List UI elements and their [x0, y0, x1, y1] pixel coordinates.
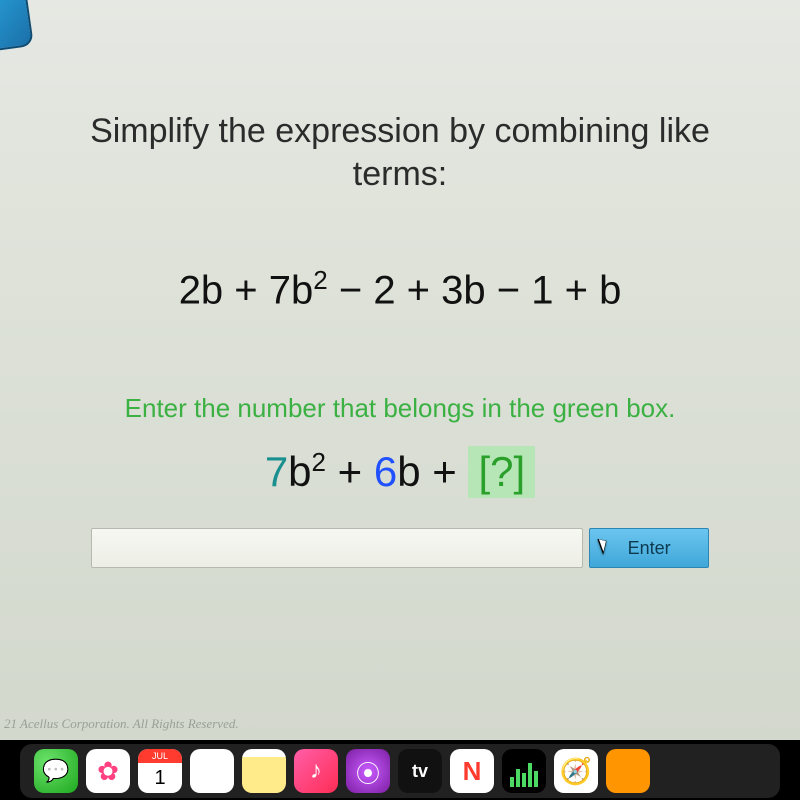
answer-input[interactable] — [91, 528, 583, 568]
exponent: 2 — [312, 447, 326, 477]
enter-button[interactable]: Enter — [589, 528, 709, 568]
coef-linear: 6 — [374, 448, 397, 495]
answer-row: Enter — [91, 528, 709, 568]
calendar-icon[interactable]: JUL 1 — [138, 749, 182, 793]
macos-dock: JUL 1 — [20, 744, 780, 798]
tv-icon[interactable] — [398, 749, 442, 793]
coef-squared: 7 — [265, 448, 288, 495]
prompt-line-2: terms: — [353, 155, 447, 193]
var-linear: b — [397, 448, 420, 495]
calendar-month: JUL — [138, 749, 182, 763]
messages-icon[interactable] — [34, 749, 78, 793]
question-area: Simplify the expression by combining lik… — [32, 20, 768, 568]
podcasts-icon[interactable] — [346, 749, 390, 793]
books-icon[interactable] — [606, 749, 650, 793]
enter-label: Enter — [628, 538, 671, 558]
answer-box: [?] — [468, 446, 535, 498]
safari-icon[interactable] — [554, 749, 598, 793]
app-screen: Simplify the expression by combining lik… — [0, 0, 800, 740]
course-badge — [0, 0, 34, 54]
copyright-text: 21 Acellus Corporation. All Rights Reser… — [4, 716, 239, 732]
reminders-icon[interactable] — [190, 749, 234, 793]
var-squared: b — [288, 448, 311, 495]
stocks-icon[interactable] — [502, 749, 546, 793]
notes-icon[interactable] — [242, 749, 286, 793]
question-prompt: Simplify the expression by combining lik… — [32, 110, 768, 195]
hint-text: Enter the number that belongs in the gre… — [32, 393, 768, 424]
photos-icon[interactable] — [86, 749, 130, 793]
answer-template: 7b2 + 6b + [?] — [32, 446, 768, 498]
news-icon[interactable] — [450, 749, 494, 793]
music-icon[interactable] — [294, 749, 338, 793]
plus-2: + — [421, 448, 469, 495]
dock-background: JUL 1 — [0, 740, 800, 800]
expression-text: 2b + 7b2 − 2 + 3b − 1 + b — [32, 265, 768, 313]
prompt-line-1: Simplify the expression by combining lik… — [90, 112, 710, 150]
plus-1: + — [326, 448, 374, 495]
calendar-day: 1 — [154, 763, 165, 793]
